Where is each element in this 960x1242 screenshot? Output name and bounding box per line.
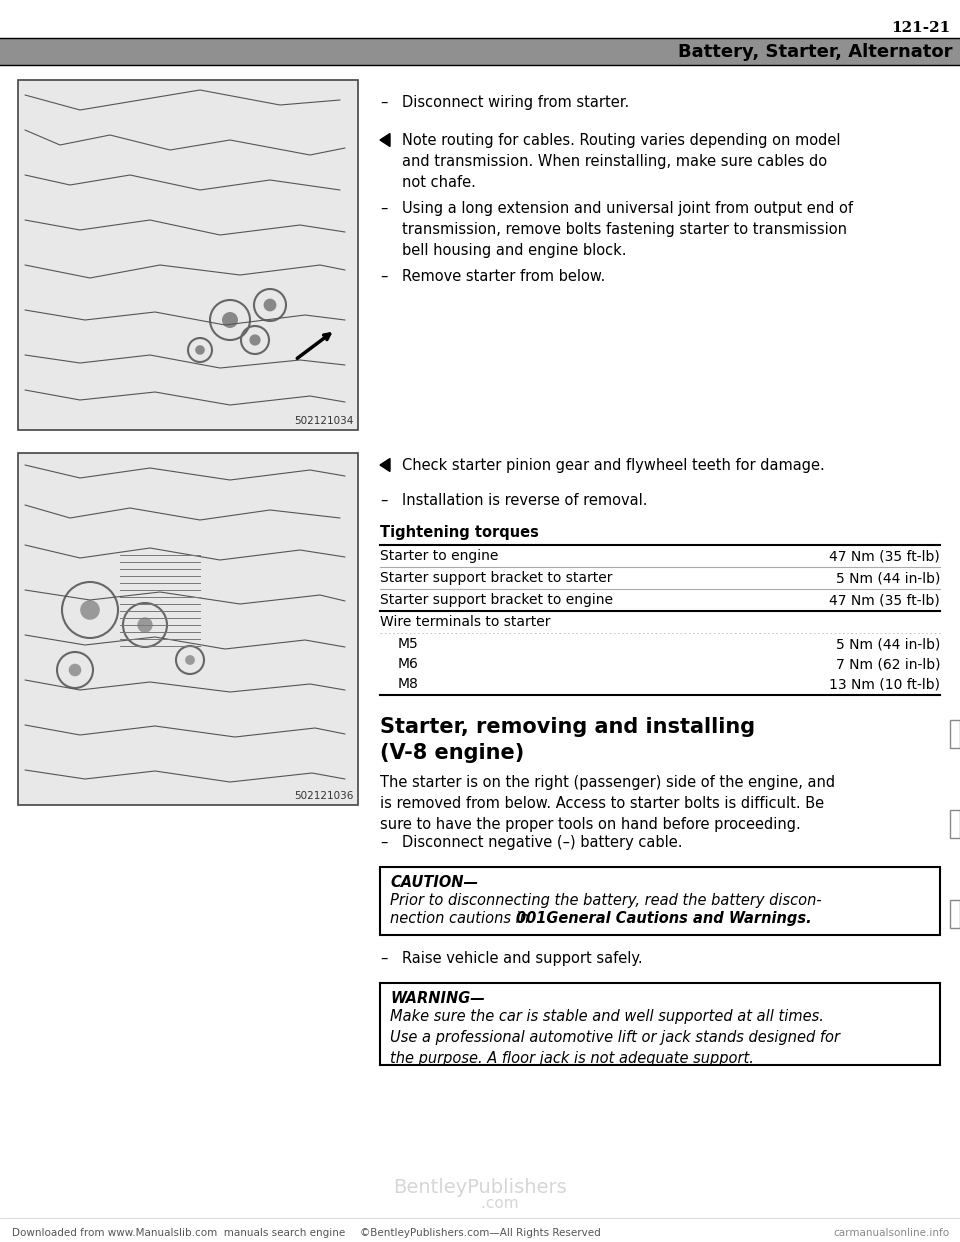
Text: Raise vehicle and support safely.: Raise vehicle and support safely. <box>402 951 642 966</box>
Polygon shape <box>380 133 390 147</box>
Text: Starter support bracket to starter: Starter support bracket to starter <box>380 571 612 585</box>
Text: BentleyPublishers: BentleyPublishers <box>394 1177 566 1197</box>
Text: Battery, Starter, Alternator: Battery, Starter, Alternator <box>678 43 952 61</box>
Text: carmanualsonline.info: carmanualsonline.info <box>834 1228 950 1238</box>
Circle shape <box>69 663 82 677</box>
Text: 121-21: 121-21 <box>891 21 950 35</box>
Bar <box>950 900 960 928</box>
Text: Starter support bracket to engine: Starter support bracket to engine <box>380 592 613 607</box>
Text: Prior to disconnecting the battery, read the battery discon-: Prior to disconnecting the battery, read… <box>390 893 822 908</box>
Circle shape <box>137 617 153 632</box>
Bar <box>950 810 960 838</box>
Text: –: – <box>380 94 388 111</box>
Text: WARNING—: WARNING— <box>390 991 485 1006</box>
Text: ©BentleyPublishers.com—All Rights Reserved: ©BentleyPublishers.com—All Rights Reserv… <box>360 1228 600 1238</box>
Text: .com: .com <box>442 1196 518 1211</box>
Text: Disconnect negative (–) battery cable.: Disconnect negative (–) battery cable. <box>402 835 683 850</box>
Text: 7 Nm (62 in-lb): 7 Nm (62 in-lb) <box>835 657 940 671</box>
Text: 5 Nm (44 in-lb): 5 Nm (44 in-lb) <box>835 637 940 651</box>
Text: Wire terminals to starter: Wire terminals to starter <box>380 615 550 628</box>
Text: 001General Cautions and Warnings.: 001General Cautions and Warnings. <box>516 910 811 927</box>
Text: Check starter pinion gear and flywheel teeth for damage.: Check starter pinion gear and flywheel t… <box>402 458 825 473</box>
Text: –: – <box>380 493 388 508</box>
Text: Make sure the car is stable and well supported at all times.
Use a professional : Make sure the car is stable and well sup… <box>390 1009 840 1066</box>
Text: M5: M5 <box>398 637 419 651</box>
Text: The starter is on the right (passenger) side of the engine, and
is removed from : The starter is on the right (passenger) … <box>380 775 835 832</box>
Text: 13 Nm (10 ft-lb): 13 Nm (10 ft-lb) <box>829 677 940 691</box>
Text: 502121034: 502121034 <box>295 416 354 426</box>
Bar <box>950 720 960 748</box>
Text: 47 Nm (35 ft-lb): 47 Nm (35 ft-lb) <box>829 549 940 563</box>
Text: Using a long extension and universal joint from output end of
transmission, remo: Using a long extension and universal joi… <box>402 201 853 258</box>
Text: 5 Nm (44 in-lb): 5 Nm (44 in-lb) <box>835 571 940 585</box>
Text: Downloaded from www.Manualslib.com  manuals search engine: Downloaded from www.Manualslib.com manua… <box>12 1228 346 1238</box>
Bar <box>380 982 940 1064</box>
Circle shape <box>250 334 260 345</box>
Text: 47 Nm (35 ft-lb): 47 Nm (35 ft-lb) <box>829 592 940 607</box>
Text: (V-8 engine): (V-8 engine) <box>380 743 524 763</box>
Text: Disconnect wiring from starter.: Disconnect wiring from starter. <box>402 94 629 111</box>
Bar <box>18 453 358 805</box>
Bar <box>18 79 358 430</box>
Text: Starter, removing and installing: Starter, removing and installing <box>380 717 756 737</box>
Text: Starter to engine: Starter to engine <box>380 549 498 563</box>
Text: nection cautions in: nection cautions in <box>390 910 534 927</box>
Polygon shape <box>380 458 390 472</box>
Circle shape <box>81 600 100 620</box>
Bar <box>380 867 940 935</box>
Text: M8: M8 <box>398 677 419 691</box>
Text: Remove starter from below.: Remove starter from below. <box>402 270 605 284</box>
Text: –: – <box>380 951 388 966</box>
Circle shape <box>195 345 204 355</box>
Text: CAUTION—: CAUTION— <box>390 876 478 891</box>
Text: Tightening torques: Tightening torques <box>380 525 539 540</box>
Circle shape <box>264 298 276 312</box>
Text: –: – <box>380 835 388 850</box>
Text: –: – <box>380 201 388 216</box>
Text: –: – <box>380 270 388 284</box>
Circle shape <box>185 655 195 664</box>
Text: Note routing for cables. Routing varies depending on model
and transmission. Whe: Note routing for cables. Routing varies … <box>402 133 841 190</box>
Text: M6: M6 <box>398 657 419 671</box>
Text: Installation is reverse of removal.: Installation is reverse of removal. <box>402 493 647 508</box>
Text: 502121036: 502121036 <box>295 791 354 801</box>
Bar <box>0 39 960 65</box>
Circle shape <box>222 312 238 328</box>
